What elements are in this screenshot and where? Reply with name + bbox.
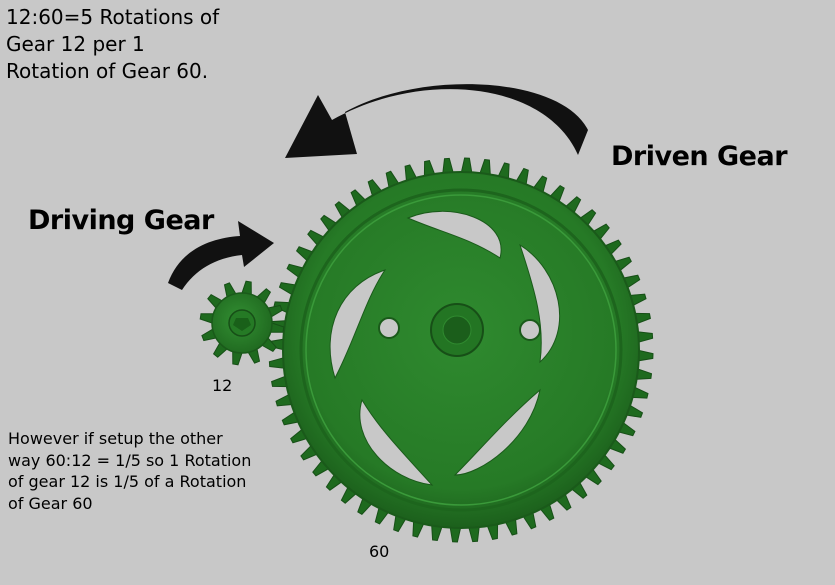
driven-gear-label: Driven Gear xyxy=(611,141,788,172)
spoke-slot-1 xyxy=(406,210,502,259)
large-gear-rim-highlight xyxy=(305,194,617,506)
spoke-hole-right xyxy=(519,319,541,341)
setup-note-line: way 60:12 = 1/5 so 1 Rotation xyxy=(8,450,252,470)
setup-note-line: of Gear 60 xyxy=(8,493,93,513)
driving-gear-label: Driving Gear xyxy=(28,205,214,236)
small-gear-teeth-count: 12 xyxy=(212,376,233,395)
large-gear-hub-inner xyxy=(442,315,472,345)
spoke-slot-3 xyxy=(453,388,541,476)
large-gear xyxy=(268,157,654,543)
small-gear-bore xyxy=(233,318,251,331)
spoke-slot-5 xyxy=(329,269,387,380)
curved-arrow-clockwise-icon xyxy=(168,221,274,290)
ratio-note-line: Rotation of Gear 60. xyxy=(6,59,209,83)
large-gear-spokes xyxy=(329,210,561,486)
spoke-slot-4 xyxy=(359,398,434,486)
ratio-note: 12:60=5 Rotations of Gear 12 per 1 Rotat… xyxy=(6,4,256,85)
large-gear-teeth-count: 60 xyxy=(369,542,390,561)
curved-arrow-counterclockwise-icon xyxy=(285,84,588,158)
setup-note: However if setup the other way 60:12 = 1… xyxy=(8,428,308,514)
spoke-slot-2 xyxy=(519,243,561,364)
small-gear xyxy=(199,280,285,366)
spoke-hole-left xyxy=(378,317,400,339)
ratio-note-line: 12:60=5 Rotations of xyxy=(6,5,220,29)
ratio-note-line: Gear 12 per 1 xyxy=(6,32,145,56)
setup-note-line: of gear 12 is 1/5 of a Rotation xyxy=(8,472,247,491)
setup-note-line: However if setup the other xyxy=(8,429,223,448)
large-gear-rim xyxy=(299,188,623,512)
